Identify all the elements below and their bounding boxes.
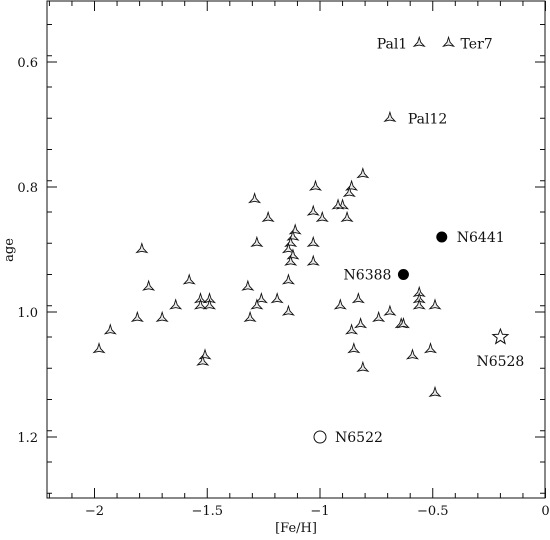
three-point-star-marker [243,310,257,323]
three-point-star-marker [142,279,156,291]
y-tick-labels: 0.6 0.8 1.0 1.2 [17,56,38,446]
three-point-star-marker [356,166,370,179]
three-point-star-marker [196,354,210,366]
data-points [92,35,510,444]
three-point-star-marker [306,254,320,266]
x-axis-label: [Fe/H] [275,521,317,536]
point-label: Pal12 [408,111,447,127]
three-point-star-marker [333,298,347,310]
three-point-star-marker [270,291,284,304]
three-point-star-marker [340,210,354,223]
y-tick-label: 0.6 [17,56,38,71]
three-point-star-marker [92,341,106,354]
point-annotations: Pal1 Ter7 Pal12 N6441 N6388 N6528 N6522 [335,36,524,446]
three-point-star-marker [250,298,264,310]
x-tick-label: −0.5 [417,504,449,519]
three-point-star-marker [261,210,275,223]
x-tick-labels: −2 −1.5 −1 −0.5 0 [85,504,550,519]
three-point-star-marker [412,35,426,48]
point-label: Ter7 [461,36,493,52]
three-point-star-marker [193,298,208,310]
tick-marks [47,1,546,498]
three-point-star-marker [198,348,212,360]
three-point-star-marker [182,273,196,285]
point-label: Pal1 [377,36,408,52]
three-point-star-marker [347,341,361,354]
three-point-star-marker [202,298,217,310]
three-point-star-marker [331,198,345,210]
point-label: N6388 [344,268,392,284]
three-point-star-marker [169,298,183,310]
three-point-star-marker [345,179,359,191]
three-point-star-marker [396,316,410,329]
three-point-star-marker [281,273,295,285]
three-point-star-marker [342,185,356,198]
filled-circle-marker [436,231,448,243]
y-tick-label: 0.8 [17,181,38,196]
three-point-star-marker [281,241,295,254]
three-point-star-marker [135,241,149,254]
three-point-star-marker [423,341,438,354]
open-star-marker [491,327,510,345]
three-point-star-marker [351,291,365,304]
three-point-star-marker [428,385,442,398]
x-tick-label: −1.5 [191,504,223,519]
three-point-star-marker [281,304,295,316]
x-tick-label: 0 [541,504,549,519]
three-point-star-marker [354,316,368,329]
point-label: N6528 [476,354,524,370]
three-point-star-marker [383,110,397,123]
three-point-star-marker [254,291,268,304]
three-point-star-marker [345,323,359,335]
three-point-star-marker [306,235,320,248]
x-tick-label: −2 [85,504,104,519]
three-point-star-marker [288,223,302,235]
plot-frame [46,0,546,499]
three-point-star-marker [308,179,323,191]
y-axis-label: age [2,238,17,262]
three-point-star-marker [383,304,397,316]
three-point-star-marker [405,348,419,360]
three-point-star-marker [241,279,255,291]
x-tick-label: −1 [310,504,329,519]
open-circle-marker [313,430,327,444]
three-point-star-marker [130,310,144,323]
point-label: N6441 [457,230,505,246]
y-tick-label: 1.2 [17,431,38,446]
y-tick-label: 1.0 [17,306,38,321]
three-point-star-marker [284,254,298,266]
three-point-star-marker [248,191,262,204]
point-label: N6522 [335,430,383,446]
three-point-star-marker [372,310,386,323]
three-point-star-marker [103,323,117,335]
three-point-star-marker [428,298,442,310]
three-point-star-marker [442,35,456,48]
three-point-star-marker [155,310,169,323]
three-point-star-marker [356,360,370,373]
three-point-star-marker [412,298,426,310]
three-point-star-marker [306,204,320,216]
filled-circle-marker [397,269,409,280]
three-point-star-marker [250,235,264,248]
three-point-star-marker [315,210,329,223]
